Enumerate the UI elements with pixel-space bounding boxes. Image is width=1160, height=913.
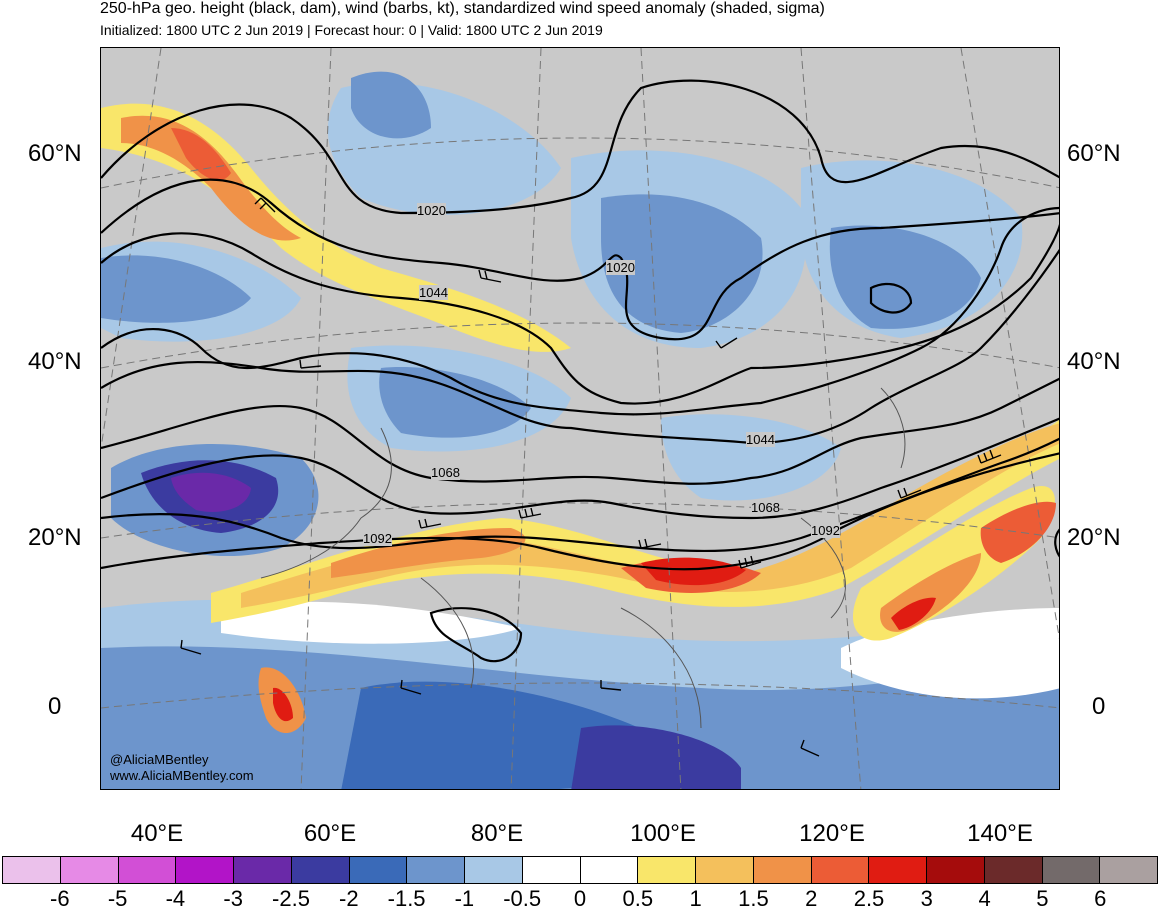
colorbar-tick-label: -5 xyxy=(107,886,128,911)
contour-label-1044-b: 1044 xyxy=(746,432,775,447)
colorbar-swatch xyxy=(811,857,870,883)
colorbar-tick-label: -2.5 xyxy=(272,886,310,911)
colorbar-swatch xyxy=(638,857,696,883)
contour-label-1020-a: 1020 xyxy=(417,203,446,218)
wind-barbs xyxy=(180,197,1002,757)
colorbar-swatch xyxy=(696,857,754,883)
colorbar-swatch xyxy=(1042,857,1101,883)
graticule xyxy=(101,48,1059,789)
colorbar-tick-label: -1.5 xyxy=(387,886,426,911)
colorbar-tick-label: 4 xyxy=(978,886,991,911)
colorbar-swatch xyxy=(349,857,408,883)
lon-label-120e: 120°E xyxy=(799,820,865,847)
colorbar-tick-label: -3 xyxy=(223,886,243,911)
chart-title: 250-hPa geo. height (black, dam), wind (… xyxy=(100,0,825,17)
contour-label-1092-b: 1092 xyxy=(811,523,840,538)
contour-label-1044-a: 1044 xyxy=(419,285,448,300)
colorbar-tick-label: 2 xyxy=(805,886,818,911)
chart-subtitle: Initialized: 1800 UTC 2 Jun 2019 | Forec… xyxy=(100,22,603,38)
lon-label-140e: 140°E xyxy=(967,820,1033,847)
lat-label-20n-left: 20°N xyxy=(28,524,82,551)
contour-label-1020-b: 1020 xyxy=(606,260,635,275)
credit-handle: @AliciaMBentley xyxy=(110,752,209,767)
colorbar-tick-label: 0.5 xyxy=(622,886,654,911)
colorbar-swatch xyxy=(580,857,639,883)
colorbar-swatch xyxy=(407,857,465,883)
colorbar-tick-label: 6 xyxy=(1094,886,1107,911)
credit-url: www.AliciaMBentley.com xyxy=(110,768,254,783)
colorbar xyxy=(2,856,1158,884)
lat-label-0-left: 0 xyxy=(48,693,62,720)
colorbar-tick-label: -4 xyxy=(165,886,186,911)
map-panel: 1020 1020 1044 1044 1068 1068 1092 1092 xyxy=(100,47,1060,790)
colorbar-swatch xyxy=(984,857,1043,883)
colorbar-swatch xyxy=(3,857,61,883)
lon-label-40e: 40°E xyxy=(130,820,184,847)
colorbar-swatch xyxy=(869,857,927,883)
lon-label-100e: 100°E xyxy=(630,820,696,847)
lat-label-20n-right: 20°N xyxy=(1067,524,1121,551)
colorbar-tick-label: 5 xyxy=(1036,886,1049,911)
colorbar-swatch xyxy=(522,857,581,883)
lat-label-0-right: 0 xyxy=(1092,693,1106,720)
colorbar-swatch xyxy=(1100,857,1157,883)
colorbar-tick-label: 2.5 xyxy=(853,886,885,911)
contour-label-1092-a: 1092 xyxy=(363,531,392,546)
height-contours xyxy=(101,79,1059,663)
lat-label-40n-left: 40°N xyxy=(28,348,82,375)
colorbar-tick-label: 1 xyxy=(689,886,702,911)
colorbar-tick-label: 1.5 xyxy=(738,886,769,911)
anomaly-shading xyxy=(101,48,1059,789)
colorbar-swatch xyxy=(60,857,119,883)
colorbar-tick-label: 3 xyxy=(920,886,933,911)
colorbar-tick-label: -2 xyxy=(339,886,359,911)
colorbar-swatch xyxy=(291,857,350,883)
colorbar-swatch xyxy=(753,857,812,883)
lat-label-60n-left: 60°N xyxy=(28,140,82,167)
map-graphic xyxy=(101,48,1059,789)
lon-label-80e: 80°E xyxy=(470,820,524,847)
colorbar-tick-label: -1 xyxy=(454,886,475,911)
lat-label-40n-right: 40°N xyxy=(1067,348,1121,375)
colorbar-swatch xyxy=(927,857,985,883)
contour-label-1068-b: 1068 xyxy=(751,500,780,515)
colorbar-swatch xyxy=(118,857,177,883)
lat-label-60n-right: 60°N xyxy=(1067,140,1121,167)
lon-label-60e: 60°E xyxy=(303,820,357,847)
colorbar-swatch xyxy=(176,857,234,883)
colorbar-tick-label: 0 xyxy=(573,886,587,911)
contour-label-1068-a: 1068 xyxy=(431,465,460,480)
colorbar-swatch xyxy=(234,857,292,883)
colorbar-swatch xyxy=(465,857,523,883)
colorbar-tick-label: -6 xyxy=(50,886,70,911)
colorbar-tick-label: -0.5 xyxy=(503,886,542,911)
